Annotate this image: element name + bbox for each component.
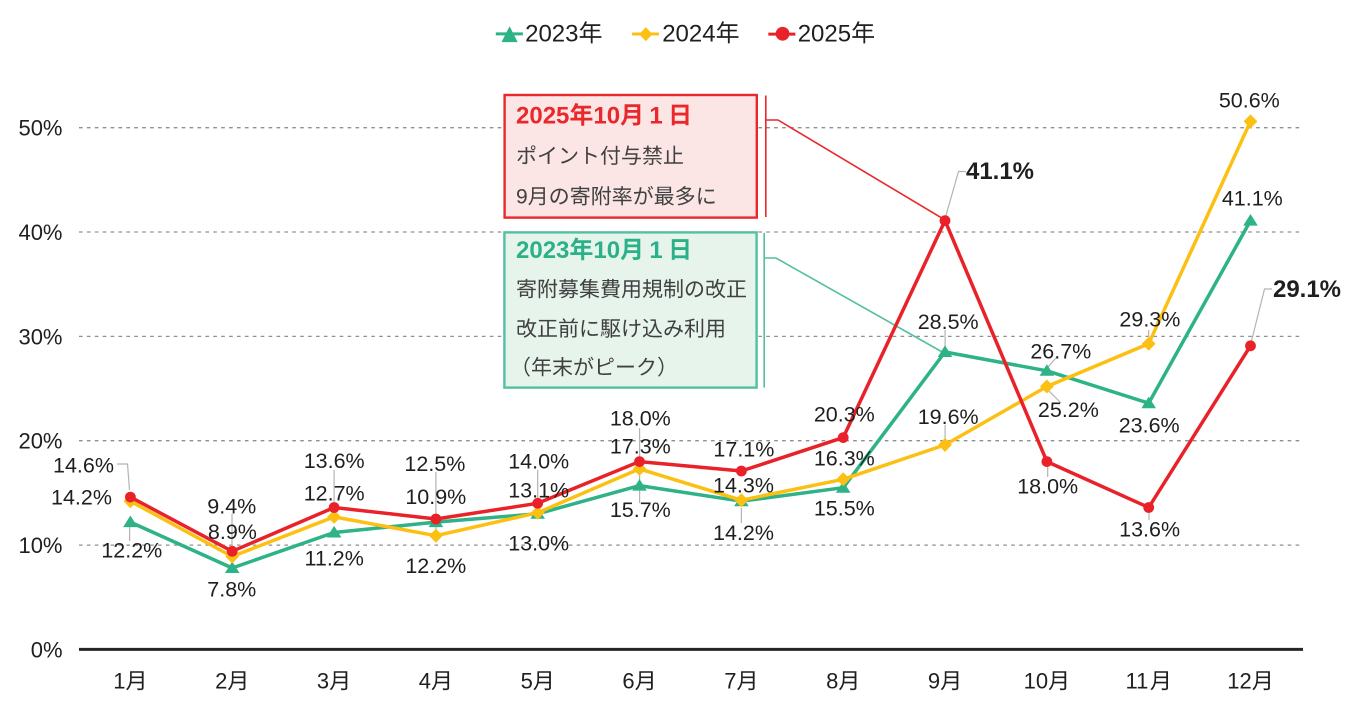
svg-text:19.6%: 19.6% (918, 405, 979, 429)
svg-text:14.3%: 14.3% (713, 474, 774, 498)
svg-text:18.0%: 18.0% (610, 406, 671, 430)
svg-text:50.6%: 50.6% (1219, 88, 1280, 112)
svg-text:7: 7 (724, 669, 736, 694)
svg-text:6: 6 (622, 669, 634, 694)
svg-text:12.2%: 12.2% (405, 554, 466, 578)
svg-text:50%: 50% (18, 116, 62, 141)
svg-text:2: 2 (215, 669, 227, 694)
svg-text:14.6%: 14.6% (53, 454, 114, 478)
svg-text:15.5%: 15.5% (814, 497, 875, 521)
svg-text:13.1%: 13.1% (508, 479, 569, 503)
svg-text:30%: 30% (18, 324, 62, 349)
svg-text:2023: 2023 (516, 237, 569, 264)
svg-text:12.2%: 12.2% (101, 538, 162, 562)
svg-text:10: 10 (1024, 669, 1048, 694)
svg-text:40%: 40% (18, 220, 62, 245)
svg-text:9: 9 (928, 669, 940, 694)
svg-text:2024: 2024 (662, 21, 715, 48)
svg-text:12.5%: 12.5% (404, 452, 465, 476)
svg-text:12.7%: 12.7% (304, 482, 365, 506)
svg-text:29.1%: 29.1% (1273, 276, 1341, 303)
svg-text:10: 10 (593, 237, 620, 264)
svg-text:14.2%: 14.2% (51, 486, 112, 510)
svg-text:13.0%: 13.0% (508, 532, 569, 556)
svg-text:9: 9 (516, 186, 528, 209)
svg-text:10: 10 (593, 103, 620, 130)
svg-text:13.6%: 13.6% (1119, 517, 1180, 541)
svg-text:10%: 10% (18, 533, 62, 558)
svg-text:25.2%: 25.2% (1038, 398, 1099, 422)
svg-text:1: 1 (649, 103, 662, 130)
svg-text:13.6%: 13.6% (304, 449, 365, 473)
svg-text:2025: 2025 (516, 103, 569, 130)
svg-text:1: 1 (649, 237, 662, 264)
svg-text:14.0%: 14.0% (508, 450, 569, 474)
svg-text:18.0%: 18.0% (1017, 475, 1078, 499)
svg-text:41.1%: 41.1% (966, 158, 1034, 185)
svg-text:11.2%: 11.2% (305, 547, 364, 571)
svg-text:29.3%: 29.3% (1119, 307, 1180, 331)
svg-text:2023: 2023 (525, 21, 578, 48)
svg-text:23.6%: 23.6% (1119, 414, 1180, 438)
svg-text:15.7%: 15.7% (610, 498, 671, 522)
svg-text:4: 4 (419, 669, 431, 694)
svg-text:8: 8 (826, 669, 838, 694)
svg-text:3: 3 (317, 669, 329, 694)
svg-text:0%: 0% (31, 637, 63, 662)
svg-text:17.1%: 17.1% (713, 437, 774, 461)
svg-text:2025: 2025 (798, 21, 851, 48)
svg-text:9.4%: 9.4% (207, 495, 256, 519)
svg-text:20.3%: 20.3% (814, 403, 875, 427)
svg-text:14.2%: 14.2% (713, 521, 774, 545)
svg-text:8.9%: 8.9% (208, 520, 257, 544)
svg-text:26.7%: 26.7% (1030, 340, 1091, 364)
svg-text:12: 12 (1227, 669, 1251, 694)
svg-text:17.3%: 17.3% (610, 435, 671, 459)
svg-text:28.5%: 28.5% (918, 310, 979, 334)
svg-text:41.1%: 41.1% (1222, 187, 1283, 211)
svg-text:16.3%: 16.3% (814, 447, 875, 471)
svg-text:11: 11 (1126, 669, 1149, 694)
svg-text:5: 5 (521, 669, 533, 694)
svg-text:1: 1 (113, 669, 125, 694)
svg-text:10.9%: 10.9% (405, 485, 466, 509)
svg-text:20%: 20% (18, 429, 62, 454)
svg-text:7.8%: 7.8% (207, 578, 256, 602)
